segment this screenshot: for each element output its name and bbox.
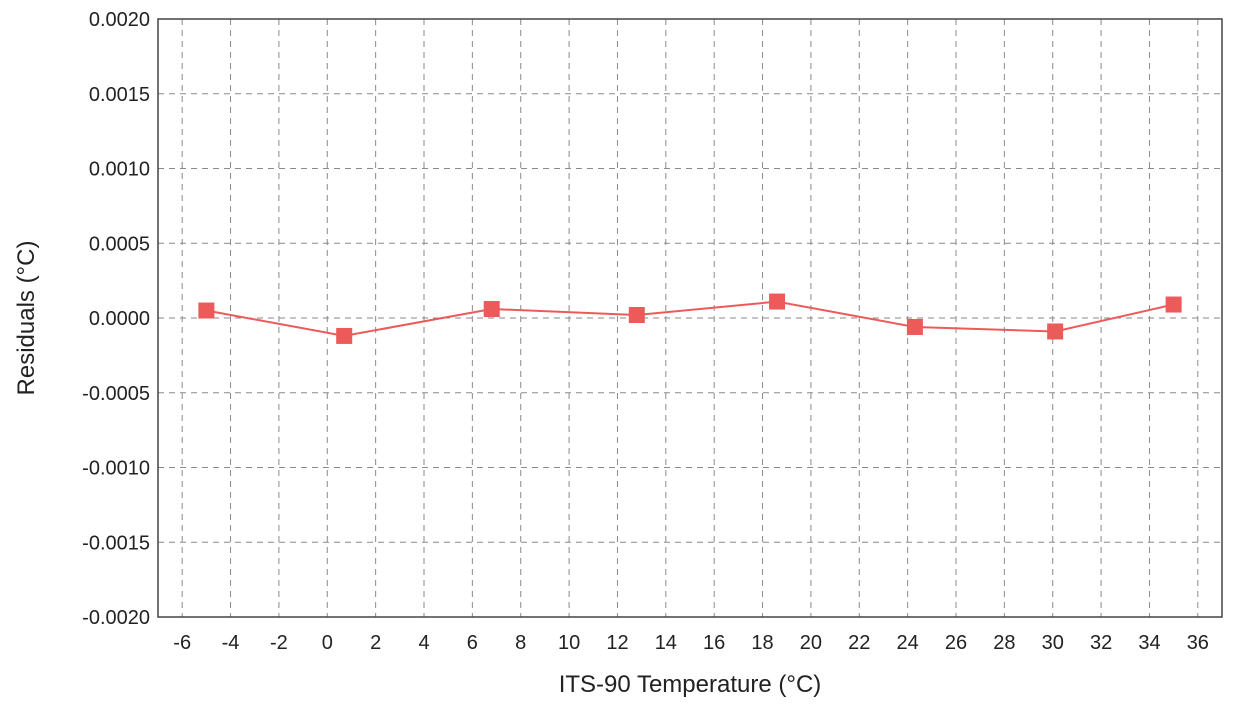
x-tick-labels: -6 -4 -2 0 2 4 6 8 10 12 14 16 18 20 22 24 26 28 30 32 34 36 <box>173 632 1209 654</box>
x-tick-label: 14 <box>655 632 677 654</box>
y-tick-label: -0.0015 <box>82 532 150 554</box>
x-tick-label: 10 <box>558 632 580 654</box>
data-point-marker <box>628 307 645 324</box>
y-tick-label: 0.0015 <box>89 84 150 106</box>
x-tick-label: -2 <box>270 632 288 654</box>
data-point-marker <box>483 301 500 318</box>
data-point-marker <box>1047 323 1064 340</box>
y-tick-label: -0.0010 <box>82 458 150 480</box>
x-tick-label: -4 <box>222 632 240 654</box>
x-tick-label: 4 <box>418 632 429 654</box>
series-line-group <box>198 293 1182 344</box>
x-tick-label: 30 <box>1042 632 1064 654</box>
x-tick-label: 28 <box>993 632 1015 654</box>
x-tick-label: 16 <box>703 632 725 654</box>
y-tick-label: 0.0020 <box>89 9 150 31</box>
x-tick-label: 2 <box>370 632 381 654</box>
x-tick-label: 34 <box>1138 632 1160 654</box>
x-tick-label: 32 <box>1090 632 1112 654</box>
y-tick-label: 0.0010 <box>89 159 150 181</box>
x-tick-label: -6 <box>173 632 191 654</box>
x-tick-label: 26 <box>945 632 967 654</box>
x-tick-label: 6 <box>467 632 478 654</box>
data-point-marker <box>769 293 786 310</box>
x-tick-label: 0 <box>322 632 333 654</box>
x-tick-label: 12 <box>606 632 628 654</box>
data-point-marker <box>906 318 923 335</box>
x-tick-label: 22 <box>848 632 870 654</box>
x-tick-label: 8 <box>515 632 526 654</box>
series-line <box>206 300 1174 337</box>
data-point-marker <box>336 327 353 344</box>
y-tick-labels: 0.0020 0.0015 0.0010 0.0005 0.0000 -0.0005 -0.… <box>82 9 150 629</box>
plot-frame <box>157 18 1223 618</box>
y-axis-title: Residuals (°C) <box>13 241 40 396</box>
x-axis-title: ITS-90 Temperature (°C) <box>559 671 822 698</box>
data-point-marker <box>1165 296 1182 313</box>
y-tick-label: 0.0000 <box>89 308 150 330</box>
y-tick-label: -0.0020 <box>82 607 150 629</box>
data-point-marker <box>198 302 215 319</box>
y-tick-label: -0.0005 <box>82 383 150 405</box>
grid-lines <box>158 18 1222 618</box>
x-tick-label: 20 <box>800 632 822 654</box>
x-tick-label: 36 <box>1187 632 1209 654</box>
y-tick-label: 0.0005 <box>89 233 150 255</box>
x-tick-label: 18 <box>751 632 773 654</box>
x-tick-label: 24 <box>897 632 919 654</box>
